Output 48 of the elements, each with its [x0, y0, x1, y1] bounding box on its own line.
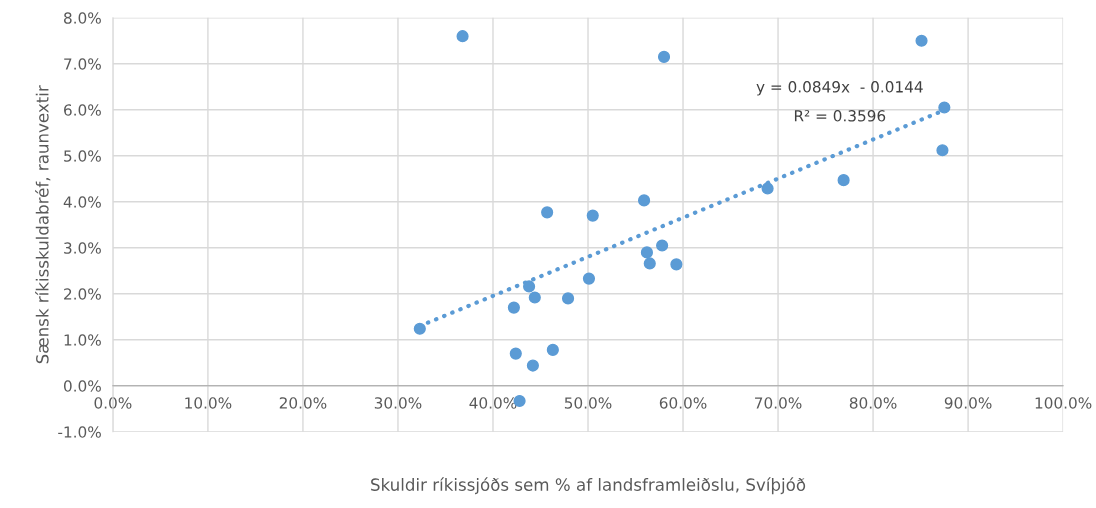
x-tick-label: 90.0%: [944, 397, 992, 409]
annotation: R² = 0.3596: [794, 110, 886, 122]
y-tick-label: 1.0%: [64, 334, 101, 346]
x-tick-label: 50.0%: [564, 397, 612, 409]
point: [586, 209, 599, 222]
point: [582, 272, 596, 285]
point: [523, 280, 536, 293]
y-tick-label: 4.0%: [63, 196, 101, 208]
point: [541, 206, 554, 219]
x-tick-label: 60.0%: [659, 397, 707, 409]
point: [413, 322, 426, 335]
y-tick-label: 3.0%: [64, 242, 101, 254]
point: [637, 194, 651, 207]
x-tick-label: 80.0%: [849, 397, 897, 409]
y-tick-label: 8.0%: [64, 12, 101, 24]
x-tick-label: 100.0%: [1035, 397, 1092, 409]
y-tick-label: 6.0%: [64, 104, 101, 116]
annotation: y = 0.0849x - 0.0144: [756, 81, 923, 96]
y-tick-label: 0.0%: [63, 380, 101, 392]
x-tick-label: 40.0%: [469, 397, 517, 409]
x-tick-label: 20.0%: [279, 397, 327, 409]
x-tick-label: 70.0%: [755, 397, 802, 409]
point: [507, 301, 520, 314]
point: [528, 291, 541, 304]
y-axis-title: Sænsk ríkisskuldabréf, raunvextir: [35, 85, 51, 364]
x-axis-title: Skuldir ríkissjóðs sem % af landsframleiðslu, Svíþjóð: [371, 477, 806, 495]
y-tick-label: -1.0%: [58, 426, 101, 438]
point: [656, 239, 669, 252]
point: [837, 174, 850, 187]
point: [526, 359, 539, 372]
x-tick-label: 30.0%: [374, 397, 422, 409]
point: [936, 144, 949, 157]
x-tick-label: 10.0%: [185, 397, 232, 409]
y-tick-label: 5.0%: [64, 150, 101, 162]
point: [643, 257, 656, 270]
point: [915, 34, 928, 47]
point: [938, 101, 951, 114]
x-tick-label: 0.0%: [94, 397, 132, 409]
point: [456, 30, 469, 43]
point: [761, 182, 774, 195]
point: [670, 258, 683, 271]
point: [561, 292, 575, 305]
point: [546, 343, 559, 356]
y-tick-label: 7.0%: [64, 58, 101, 70]
point: [657, 50, 671, 63]
point: [509, 347, 522, 360]
point: [640, 246, 653, 259]
y-tick-label: 2.0%: [64, 288, 101, 300]
